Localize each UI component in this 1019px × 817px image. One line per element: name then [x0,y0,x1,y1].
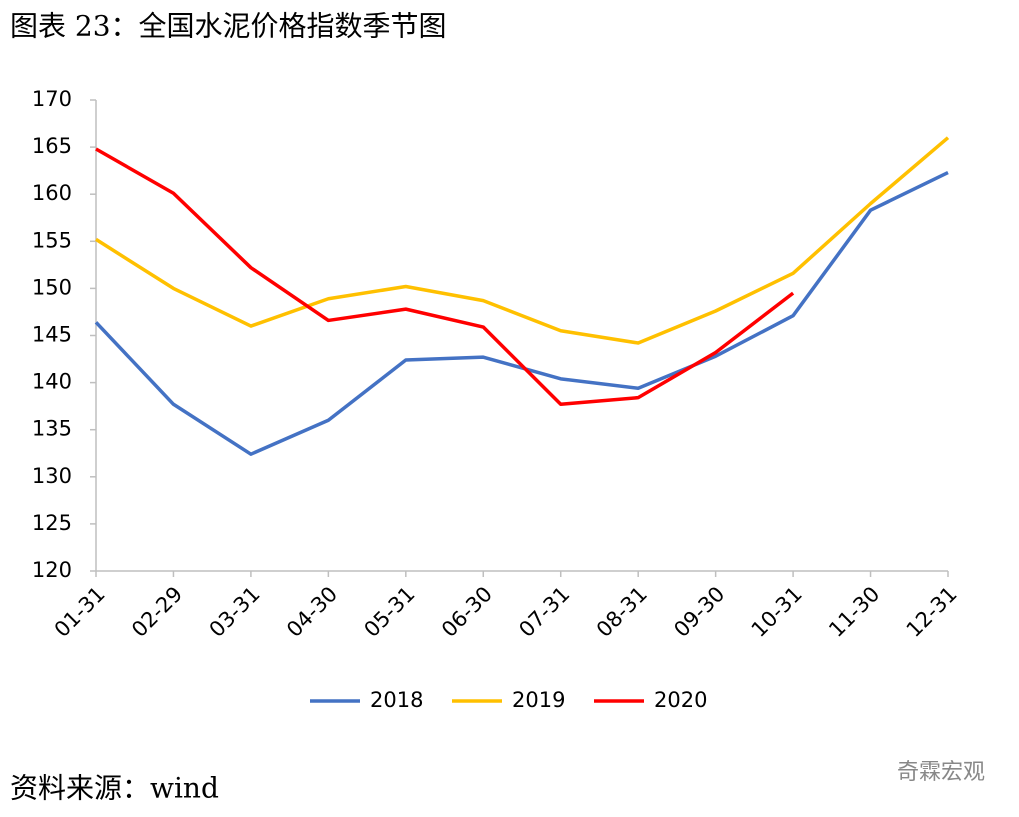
source: 资料来源：wind [10,772,219,805]
x-tick-label: 01-31 [50,582,110,642]
x-tick-label: 11-30 [824,582,884,642]
chart-title: 图表 23：全国水泥价格指数季节图 [10,10,447,43]
y-tick-label: 150 [32,275,72,299]
legend-label: 2018 [370,688,423,712]
x-tick-label: 08-31 [592,582,652,642]
legend-label: 2020 [654,688,707,712]
line [95,147,795,407]
y-tick-label: 145 [32,323,72,347]
x-tick-label: 05-31 [359,582,419,642]
y-tick-label: 165 [32,134,72,158]
x-tick-label: 03-31 [205,582,265,642]
x-tick-label: 02-29 [127,582,187,642]
y-tick-label: 120 [32,558,72,582]
legend-label: 2019 [512,688,565,712]
y-tick-label: 135 [32,417,72,441]
y-tick-label: 140 [32,370,72,394]
y-tick-label: 130 [32,464,72,488]
y-tick-label: 155 [32,228,72,252]
x-tick-label: 07-31 [514,582,574,642]
y-tick-label: 170 [32,87,72,111]
x-tick-label: 10-31 [747,582,807,642]
watermark: 奇霖宏观 [897,760,985,785]
x-tick-label: 06-30 [437,582,497,642]
y-tick-label: 160 [32,181,72,205]
y-tick-label: 125 [32,511,72,535]
x-tick-label: 04-30 [282,582,342,642]
line [95,136,950,345]
x-tick-label: 12-31 [902,582,962,642]
x-tick-label: 09-30 [669,582,729,642]
